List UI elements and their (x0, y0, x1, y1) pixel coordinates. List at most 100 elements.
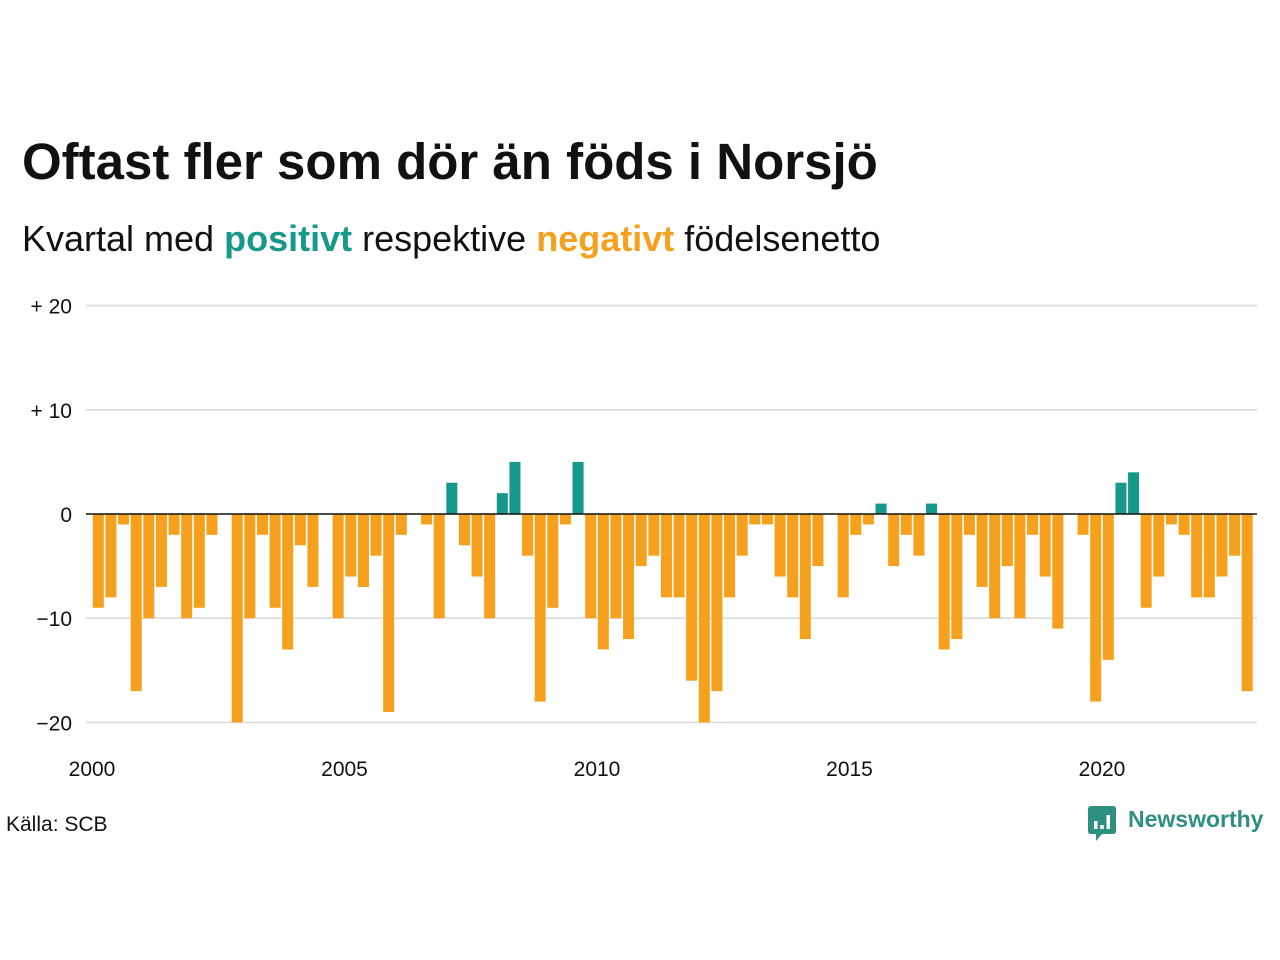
bar-2010-Q4 (635, 514, 647, 567)
bar-2002-Q1 (193, 514, 205, 608)
bar-2008-Q3 (522, 514, 534, 556)
x-tick-label: 2000 (69, 758, 116, 781)
bar-2002-Q4 (231, 514, 243, 723)
bar-2005-Q2 (357, 514, 369, 587)
bar-2010-Q3 (623, 514, 635, 640)
subtitle-suffix: födelsenetto (684, 218, 881, 259)
bar-2022-Q1 (1203, 514, 1215, 598)
bar-2022-Q4 (1241, 514, 1253, 692)
bar-2016-Q3 (926, 503, 938, 514)
bar-2021-Q3 (1178, 514, 1190, 535)
bar-2017-Q2 (963, 514, 975, 535)
bar-2020-Q4 (1140, 514, 1152, 608)
bar-2018-Q3 (1027, 514, 1039, 535)
bar-2001-Q2 (155, 514, 167, 587)
chart-title: Oftast fler som dör än föds i Norsjö (22, 133, 878, 190)
logo-bar-short (1094, 821, 1098, 829)
bar-2007-Q3 (471, 514, 483, 577)
bar-2010-Q2 (610, 514, 622, 619)
bar-2015-Q1 (850, 514, 862, 535)
subtitle-negative-label: negativt (536, 218, 675, 259)
chart-subtitle: Kvartal med positivt respektive negativt… (22, 218, 880, 260)
bar-2014-Q1 (799, 514, 811, 640)
bar-2000-Q3 (118, 514, 130, 525)
bar-2020-Q2 (1115, 482, 1127, 514)
bar-2016-Q2 (913, 514, 925, 556)
newsworthy-logo: Newsworthy (1088, 804, 1268, 842)
bar-2011-Q1 (648, 514, 660, 556)
bar-2022-Q3 (1229, 514, 1241, 556)
subtitle-prefix: Kvartal med (22, 218, 215, 259)
subtitle-positive-label: positivt (224, 218, 353, 259)
bar-2018-Q2 (1014, 514, 1026, 619)
gridlines (86, 304, 1257, 724)
newsworthy-logo-text: Newsworthy (1128, 806, 1264, 832)
bar-2009-Q2 (559, 514, 571, 525)
bar-2021-Q1 (1153, 514, 1165, 577)
bar-2004-Q4 (332, 514, 344, 619)
bar-2002-Q2 (206, 514, 218, 535)
bar-2006-Q3 (421, 514, 433, 525)
bar-2003-Q1 (244, 514, 256, 619)
bar-2013-Q1 (749, 514, 761, 525)
bar-2018-Q1 (1001, 514, 1013, 567)
bar-2005-Q3 (370, 514, 382, 556)
bar-2020-Q3 (1128, 472, 1140, 514)
y-tick-label: −10 (36, 608, 72, 631)
bar-2017-Q1 (951, 514, 963, 640)
logo-bar-dot (1100, 825, 1104, 829)
y-tick-labels: + 20 + 10 0 −10 −20 (31, 296, 72, 736)
bar-2015-Q2 (862, 514, 874, 525)
bar-2009-Q1 (547, 514, 559, 608)
bar-2000-Q4 (130, 514, 142, 692)
x-tick-label: 2010 (574, 758, 621, 781)
bar-2003-Q4 (282, 514, 294, 650)
x-tick-label: 2015 (826, 758, 873, 781)
bar-2019-Q4 (1090, 514, 1102, 702)
bar-2016-Q4 (938, 514, 950, 650)
bars (92, 461, 1253, 723)
bar-2004-Q2 (307, 514, 319, 587)
y-tick-label: 0 (60, 504, 72, 527)
bar-2004-Q1 (294, 514, 306, 546)
source-note: Källa: SCB (6, 813, 108, 836)
bar-2003-Q2 (256, 514, 268, 535)
subtitle-middle: respektive (362, 218, 527, 259)
bar-2009-Q4 (585, 514, 597, 619)
bar-2005-Q4 (383, 514, 395, 712)
bar-2017-Q4 (989, 514, 1001, 619)
x-tick-label: 2005 (321, 758, 368, 781)
bar-2018-Q4 (1039, 514, 1051, 577)
bar-2016-Q1 (900, 514, 912, 535)
bar-2011-Q3 (673, 514, 685, 598)
bar-2008-Q2 (509, 461, 521, 514)
bar-2014-Q2 (812, 514, 824, 567)
bar-2003-Q3 (269, 514, 281, 608)
newsworthy-logo-icon (1088, 806, 1116, 841)
y-tick-label: + 10 (31, 400, 72, 423)
x-tick-labels: 2000 2005 2010 2015 2020 (69, 758, 1126, 781)
bar-2005-Q1 (345, 514, 357, 577)
bar-2000-Q2 (105, 514, 117, 598)
bar-2006-Q1 (395, 514, 407, 535)
bar-2013-Q3 (774, 514, 786, 577)
logo-speech-bubble-shape (1088, 806, 1116, 841)
bar-2015-Q3 (875, 503, 887, 514)
bar-2012-Q4 (736, 514, 748, 556)
bar-2011-Q2 (660, 514, 672, 598)
bar-2013-Q4 (787, 514, 799, 598)
bar-2009-Q3 (572, 461, 584, 514)
bar-2020-Q1 (1102, 514, 1114, 660)
bar-2001-Q1 (143, 514, 155, 619)
bar-2013-Q2 (761, 514, 773, 525)
bar-2008-Q1 (496, 493, 508, 514)
bar-2000-Q1 (92, 514, 104, 608)
bar-2015-Q4 (888, 514, 900, 567)
bar-2007-Q1 (446, 482, 458, 514)
bar-2006-Q4 (433, 514, 445, 619)
x-tick-label: 2020 (1079, 758, 1126, 781)
bar-2021-Q2 (1165, 514, 1177, 525)
bar-2012-Q3 (724, 514, 736, 598)
bar-2022-Q2 (1216, 514, 1228, 577)
